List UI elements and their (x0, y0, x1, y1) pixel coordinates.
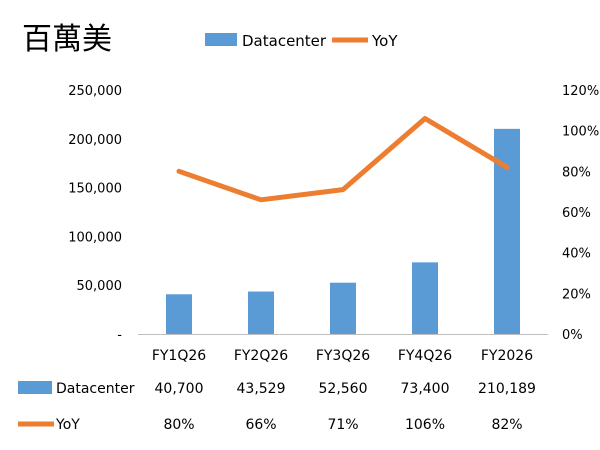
table-cell-yoy: 66% (245, 417, 276, 433)
right-tick-label: 20% (562, 287, 591, 302)
table-cell-yoy: 106% (405, 417, 445, 433)
table-cell-datacenter: 43,529 (237, 381, 286, 397)
table-cell-datacenter: 40,700 (155, 381, 204, 397)
left-tick-label: 250,000 (68, 84, 122, 99)
right-tick-label: 80% (562, 165, 591, 180)
legend: Datacenter YoY (205, 32, 398, 50)
right-tick-label: 120% (562, 84, 599, 99)
left-tick-label: 100,000 (68, 230, 122, 245)
unit-label: 百萬美 (22, 22, 112, 57)
category-label: FY3Q26 (316, 348, 370, 364)
right-tick-label: 0% (562, 328, 583, 343)
category-label: FY4Q26 (398, 348, 452, 364)
legend-label-datacenter: Datacenter (242, 32, 327, 50)
right-tick-label: 40% (562, 247, 591, 262)
bar-fy4q26 (412, 262, 438, 334)
bar-series (166, 128, 520, 334)
bar-fy2q26 (248, 291, 274, 334)
left-tick-label: 50,000 (77, 279, 123, 294)
bar-fy3q26 (330, 282, 356, 334)
table-label-yoy: YoY (55, 417, 80, 433)
legend-label-yoy: YoY (371, 32, 398, 50)
table-label-datacenter: Datacenter (56, 381, 135, 397)
table-cell-datacenter: 73,400 (401, 381, 450, 397)
data-table: Datacenter 40,700 43,529 52,560 73,400 210,18… (18, 381, 536, 433)
yoy-line (176, 116, 510, 203)
table-cell-yoy: 71% (327, 417, 358, 433)
category-label: FY2Q26 (234, 348, 288, 364)
table-swatch-datacenter (18, 381, 52, 394)
left-tick-label: - (117, 328, 122, 343)
right-tick-label: 60% (562, 206, 591, 221)
table-cell-datacenter: 210,189 (478, 381, 536, 397)
table-cell-yoy: 82% (491, 417, 522, 433)
bar-fy1q26 (166, 294, 192, 334)
category-label: FY2026 (481, 348, 533, 364)
line-series (176, 116, 510, 203)
left-axis: - 50,000 100,000 150,000 200,000 250,000 (68, 84, 122, 343)
left-tick-label: 150,000 (68, 182, 122, 197)
legend-swatch-datacenter (205, 33, 237, 46)
category-label: FY1Q26 (152, 348, 206, 364)
table-cell-datacenter: 52,560 (319, 381, 368, 397)
table-cell-yoy: 80% (163, 417, 194, 433)
category-labels: FY1Q26 FY2Q26 FY3Q26 FY4Q26 FY2026 (152, 348, 533, 364)
right-axis: 0% 20% 40% 60% 80% 100% 120% (562, 84, 599, 343)
right-tick-label: 100% (562, 125, 599, 140)
left-tick-label: 200,000 (68, 133, 122, 148)
